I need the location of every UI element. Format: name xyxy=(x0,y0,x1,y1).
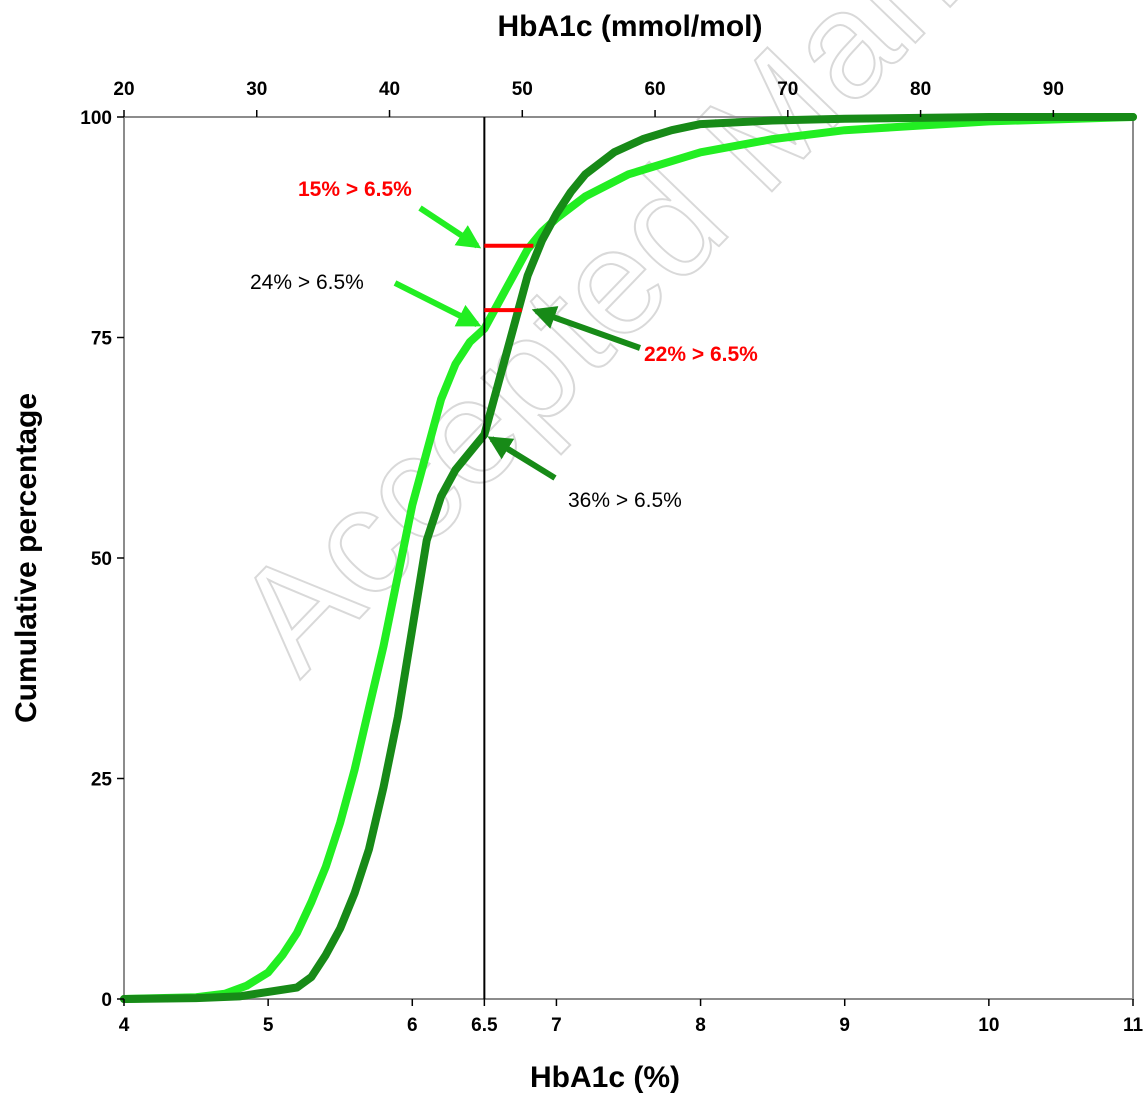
y-tick-label: 75 xyxy=(91,329,113,350)
series-group xyxy=(120,113,1137,1003)
y-tick-label: 50 xyxy=(91,549,112,570)
x-tick-label: 4 xyxy=(119,1015,130,1036)
y-tick-label: 0 xyxy=(101,990,112,1011)
x2-tick-label: 90 xyxy=(1043,79,1064,100)
annotation-15pct: 15% > 6.5% xyxy=(298,178,412,201)
x-tick-label: 5 xyxy=(263,1015,274,1036)
top-axis-title: HbA1c (mmol/mol) xyxy=(497,10,762,43)
x2-tick-label: 70 xyxy=(777,79,798,100)
x2-tick-label: 20 xyxy=(113,79,134,100)
annotation-arrow-3 xyxy=(487,436,557,481)
annotation-22pct: 22% > 6.5% xyxy=(644,343,758,366)
annotation-arrow-1 xyxy=(393,280,482,327)
x2-tick-label: 30 xyxy=(246,79,267,100)
annotation-36pct: 36% > 6.5% xyxy=(568,489,682,512)
bottom-axis-title: HbA1c (%) xyxy=(530,1061,680,1094)
x-tick-label: 6 xyxy=(407,1015,418,1036)
x-tick-label: 9 xyxy=(839,1015,850,1036)
overlay-group xyxy=(393,117,642,999)
x2-tick-label: 40 xyxy=(379,79,400,100)
series-line-1 xyxy=(120,113,1137,1003)
x-tick-label: 11 xyxy=(1123,1015,1144,1036)
annotation-arrow-0 xyxy=(418,205,482,249)
x-tick-label: 7 xyxy=(551,1015,562,1036)
x2-tick-label: 50 xyxy=(512,79,533,100)
x-tick-label: 6.5 xyxy=(471,1015,498,1036)
annotation-24pct: 24% > 6.5% xyxy=(250,271,364,294)
x-tick-label: 8 xyxy=(695,1015,706,1036)
x2-tick-label: 60 xyxy=(644,79,665,100)
y-axis-title: Cumulative percentage xyxy=(10,393,43,723)
x2-tick-label: 80 xyxy=(910,79,931,100)
y-tick-label: 100 xyxy=(80,108,112,129)
annotation-arrow-2 xyxy=(531,306,642,351)
x-tick-label: 10 xyxy=(978,1015,999,1036)
series-line-0 xyxy=(120,113,1137,1003)
y-tick-label: 25 xyxy=(91,770,113,791)
tick-group: 4 5 6 6.5 7 8 9 10 11 20 30 40 50 60 70 80 90 0 25 50 75 100 xyxy=(80,79,1143,1036)
